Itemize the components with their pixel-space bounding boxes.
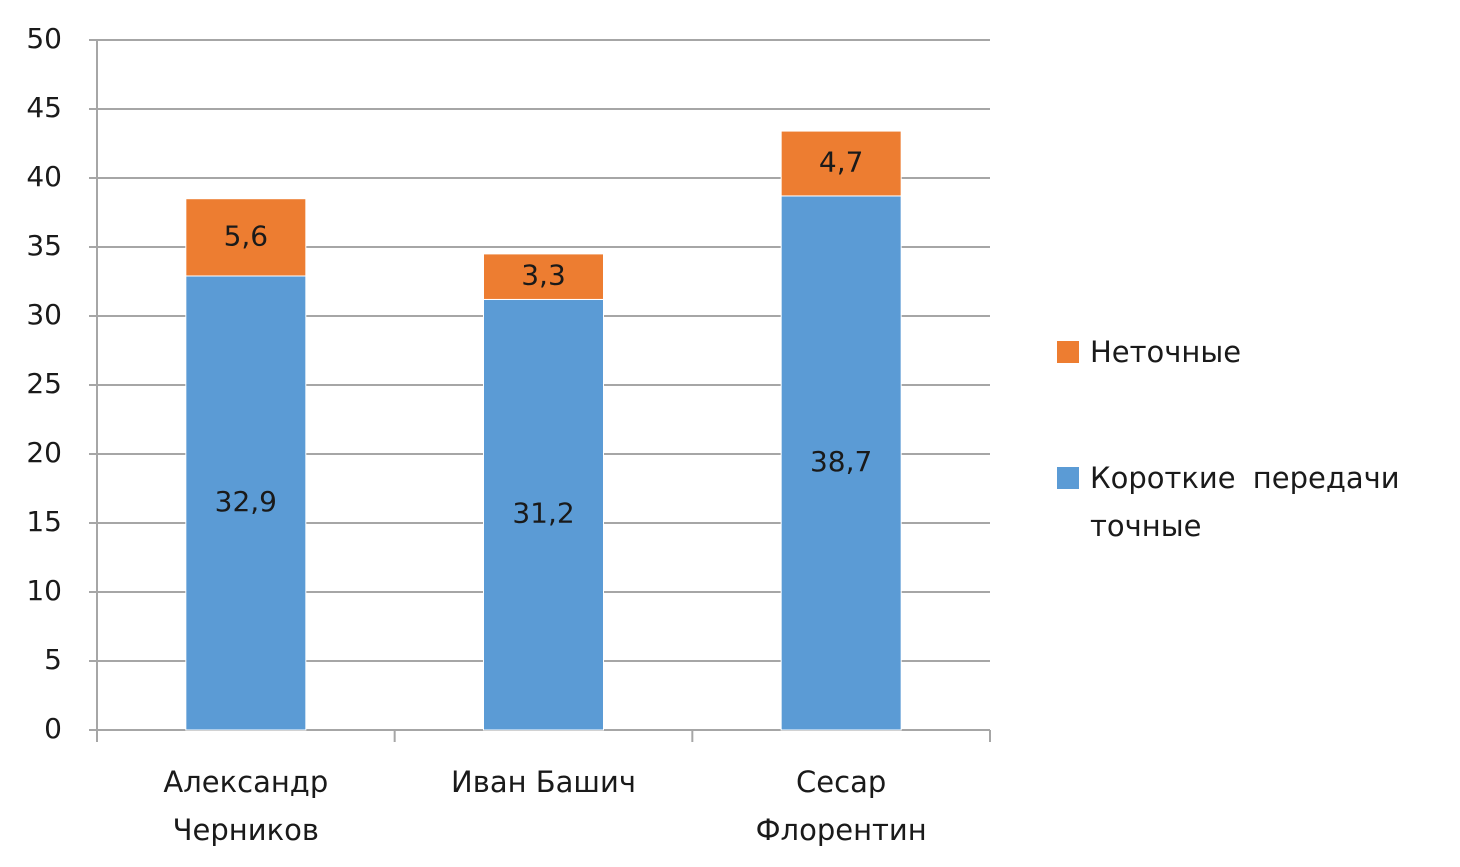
- y-tick-label: 30: [26, 298, 62, 331]
- bar-segment: [483, 253, 604, 300]
- bar-segment: [780, 195, 902, 731]
- y-tick-label: 50: [26, 22, 62, 55]
- y-tick-label: 45: [26, 91, 62, 124]
- bar-segment: [185, 275, 307, 731]
- data-label: 38,7: [810, 445, 872, 478]
- data-label: 5,6: [224, 219, 269, 252]
- data-label: 3,3: [521, 259, 566, 292]
- legend-label: Неточные: [1090, 335, 1242, 369]
- data-label: 31,2: [512, 497, 574, 530]
- x-tick-label: Александр Черников: [163, 765, 329, 847]
- bar-segment: [780, 130, 902, 197]
- y-tick-label: 20: [26, 436, 62, 469]
- legend-swatch: [1057, 467, 1079, 489]
- y-tick-label: 35: [26, 229, 62, 262]
- y-tick-label: 0: [44, 712, 62, 745]
- y-tick-label: 25: [26, 367, 62, 400]
- x-tick-label: Иван Башич: [451, 765, 636, 799]
- bar-segment: [483, 298, 604, 731]
- y-tick-label: 40: [26, 160, 62, 193]
- bar-segment: [185, 198, 307, 277]
- legend-label: Короткие передачи точные: [1090, 461, 1400, 543]
- x-tick-label: Сесар Флорентин: [755, 765, 927, 847]
- y-tick-label: 15: [26, 505, 62, 538]
- y-tick-label: 5: [44, 643, 62, 676]
- y-tick-label: 10: [26, 574, 62, 607]
- data-label: 4,7: [819, 146, 864, 179]
- data-label: 32,9: [215, 485, 277, 518]
- legend-swatch: [1057, 341, 1079, 363]
